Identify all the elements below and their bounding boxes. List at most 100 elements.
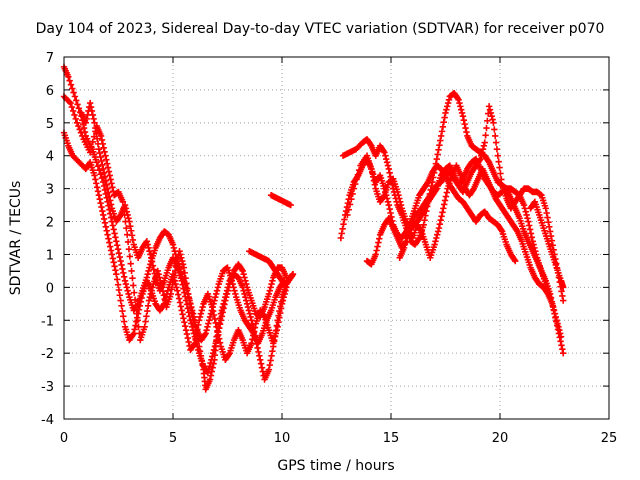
data-point	[197, 310, 205, 317]
data-point	[232, 290, 239, 298]
data-point	[238, 266, 246, 273]
data-point	[434, 228, 442, 235]
data-point	[478, 152, 485, 159]
data-point	[251, 324, 259, 331]
data-point	[469, 186, 477, 194]
series-track-i	[344, 103, 554, 301]
data-point	[125, 245, 133, 253]
data-point	[101, 219, 109, 227]
x-tick-label: 0	[60, 431, 68, 446]
data-point	[214, 332, 221, 340]
data-point	[100, 144, 107, 152]
data-point	[214, 284, 222, 291]
data-point	[124, 287, 131, 294]
data-point	[432, 238, 439, 245]
data-point	[102, 223, 110, 231]
data-point	[461, 120, 468, 128]
data-point	[93, 159, 100, 166]
data-point	[437, 132, 445, 140]
data-point	[163, 290, 171, 298]
data-point	[530, 241, 537, 248]
data-point	[222, 294, 230, 301]
x-tick-label: 20	[492, 431, 509, 446]
data-point	[184, 334, 192, 342]
data-point	[113, 238, 120, 245]
data-point	[92, 176, 99, 183]
data-point	[433, 155, 440, 163]
data-point	[107, 243, 114, 250]
data-point	[224, 287, 232, 294]
data-point	[493, 145, 501, 153]
data-point	[181, 319, 188, 326]
data-point	[181, 289, 188, 296]
series-track-l	[527, 198, 567, 291]
data-point	[487, 109, 495, 117]
data-point	[124, 211, 131, 219]
data-point	[211, 315, 219, 323]
data-point	[144, 241, 151, 248]
data-point	[105, 168, 113, 175]
data-point	[480, 142, 488, 150]
data-point	[497, 170, 504, 177]
data-point	[438, 128, 446, 135]
data-point	[248, 340, 255, 347]
data-point	[287, 201, 294, 209]
y-tick-label: 7	[46, 51, 54, 66]
data-point	[520, 201, 528, 209]
data-point	[131, 296, 139, 304]
data-point	[484, 117, 491, 125]
data-point	[544, 214, 551, 221]
data-point	[89, 138, 96, 146]
data-point	[344, 211, 351, 219]
data-point	[66, 98, 73, 105]
data-point	[482, 132, 489, 139]
data-point	[67, 99, 74, 107]
data-point	[209, 303, 216, 311]
data-point	[72, 115, 79, 123]
data-point	[97, 132, 105, 140]
data-point	[266, 287, 273, 294]
data-point	[182, 293, 189, 300]
data-point	[206, 376, 214, 383]
data-point	[381, 149, 388, 156]
data-point	[415, 236, 422, 243]
data-point	[460, 116, 468, 124]
data-point	[371, 181, 379, 188]
data-point	[202, 330, 209, 337]
data-point	[110, 226, 117, 233]
data-point	[104, 164, 112, 171]
data-point	[169, 241, 177, 248]
data-point	[113, 271, 120, 278]
data-point	[174, 287, 181, 294]
data-point	[148, 258, 156, 265]
series-track-e	[246, 247, 297, 288]
data-point	[185, 338, 192, 346]
data-point	[137, 298, 144, 306]
data-point	[543, 289, 551, 296]
data-point	[193, 340, 200, 347]
data-point	[175, 291, 182, 298]
data-point	[121, 201, 129, 209]
data-point	[103, 181, 110, 188]
data-point	[86, 149, 94, 156]
data-point	[462, 124, 469, 132]
data-point	[440, 201, 448, 208]
x-tick-label: 25	[601, 431, 618, 446]
data-point	[65, 73, 72, 80]
data-point	[120, 313, 127, 320]
data-point	[194, 343, 201, 350]
data-point	[183, 301, 191, 308]
data-point	[115, 286, 123, 294]
series-track-f	[267, 192, 294, 209]
data-point	[100, 165, 107, 173]
data-point	[95, 192, 103, 199]
data-point	[182, 326, 190, 334]
data-point	[73, 119, 81, 127]
data-point	[108, 180, 115, 187]
data-point	[76, 126, 83, 133]
series-track-g	[339, 90, 567, 357]
data-point	[249, 336, 256, 343]
data-point	[441, 197, 449, 204]
data-point	[265, 366, 273, 373]
data-point	[241, 274, 248, 281]
